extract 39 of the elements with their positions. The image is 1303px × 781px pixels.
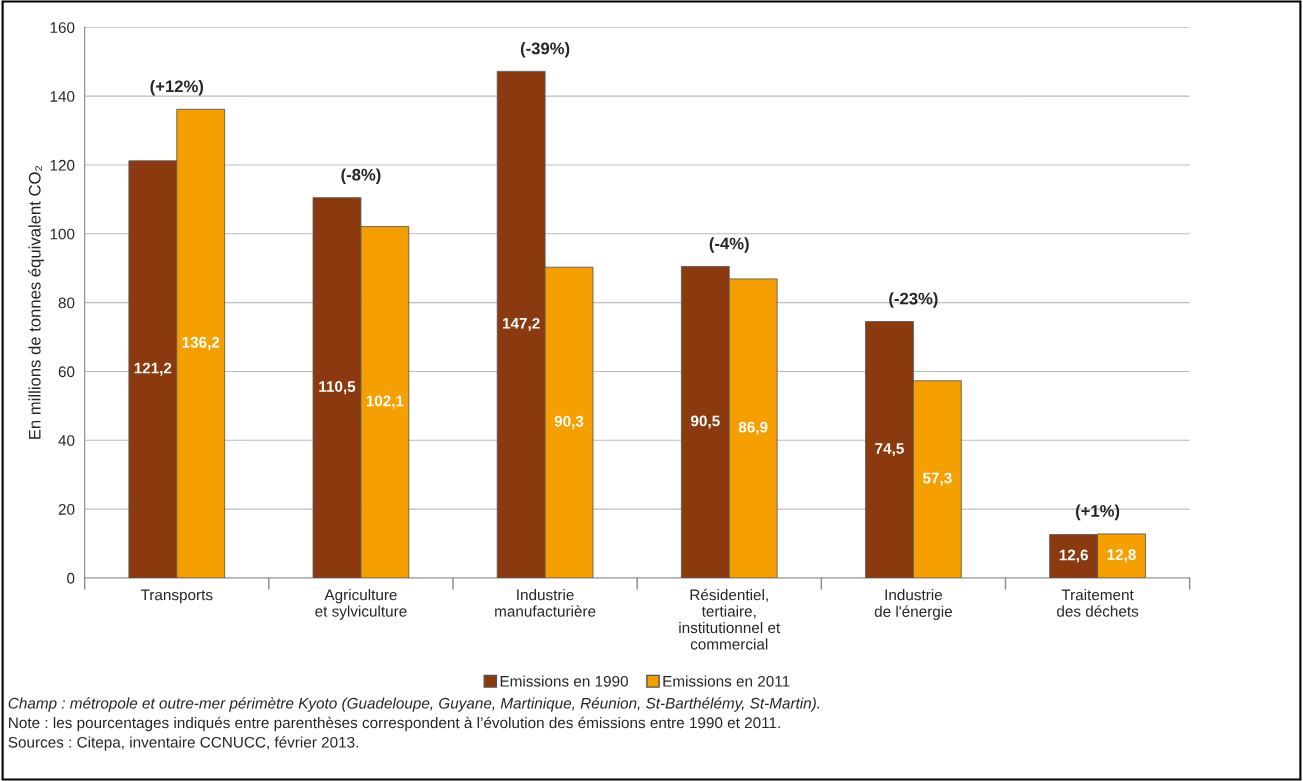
y-axis-title: En millions de tonnes équivalent CO₂ [28,165,44,439]
annotation: (-39%) [520,42,570,58]
x-tick-label: Agriculture et sylviculture [315,589,407,620]
legend-label: Emissions en 1990 [500,675,628,687]
y-tick-label: 160 [50,22,75,34]
data-label: 90,5 [690,415,720,429]
annotation: (+12%) [150,79,204,96]
y-tick-label: 20 [58,503,75,515]
data-label: 90,3 [554,415,584,429]
data-label: 12,6 [1059,549,1088,563]
x-tick-label: Industrie manufacturière [495,589,596,617]
annotation: (-8%) [341,168,381,184]
data-label: 136,2 [182,336,220,350]
x-tick-label: Industrie de l'énergie [874,589,952,620]
data-label: 110,5 [319,381,356,395]
y-tick-label: 40 [58,435,75,446]
y-tick-label: 120 [50,159,75,171]
data-label: 121,2 [134,362,172,376]
y-tick-label: 100 [50,228,75,240]
x-tick-label: Traitement des déchets [1057,589,1139,617]
data-label: 102,1 [366,395,404,409]
annotation: (+1%) [1075,504,1120,521]
y-tick-label: 80 [58,297,75,309]
x-tick-label: Transports [140,589,213,604]
data-label: 147,2 [503,317,540,331]
data-label: 86,9 [738,421,768,435]
data-label: 74,5 [875,443,904,457]
y-tick-label: 140 [50,91,75,102]
legend-label: Emissions en 2011 [663,675,790,687]
text: Note : les pourcentages indiqués entre parenthèses correspondent à l’évolution des émissions entre 1990 et 2011. [9,716,780,732]
text: Champ : métropole et outre-mer périmètre Kyoto (Guadeloupe, Guyane, Martinique, Réunion, St-Barthélémy, St-Martin). [8,697,820,712]
y-tick-label: 60 [58,366,75,378]
annotation: (-23%) [889,292,938,308]
data-label: 12,8 [1107,549,1136,563]
source-note: Sources : Citepa, inventaire CCNUCC, février 2013. [8,736,358,751]
x-tick-label: Résidentiel, tertiaire, institutionnel et commercial [679,588,781,650]
y-tick-label: 0 [67,572,75,584]
annotation: (-4%) [709,237,749,253]
data-label: 57,3 [922,472,952,486]
